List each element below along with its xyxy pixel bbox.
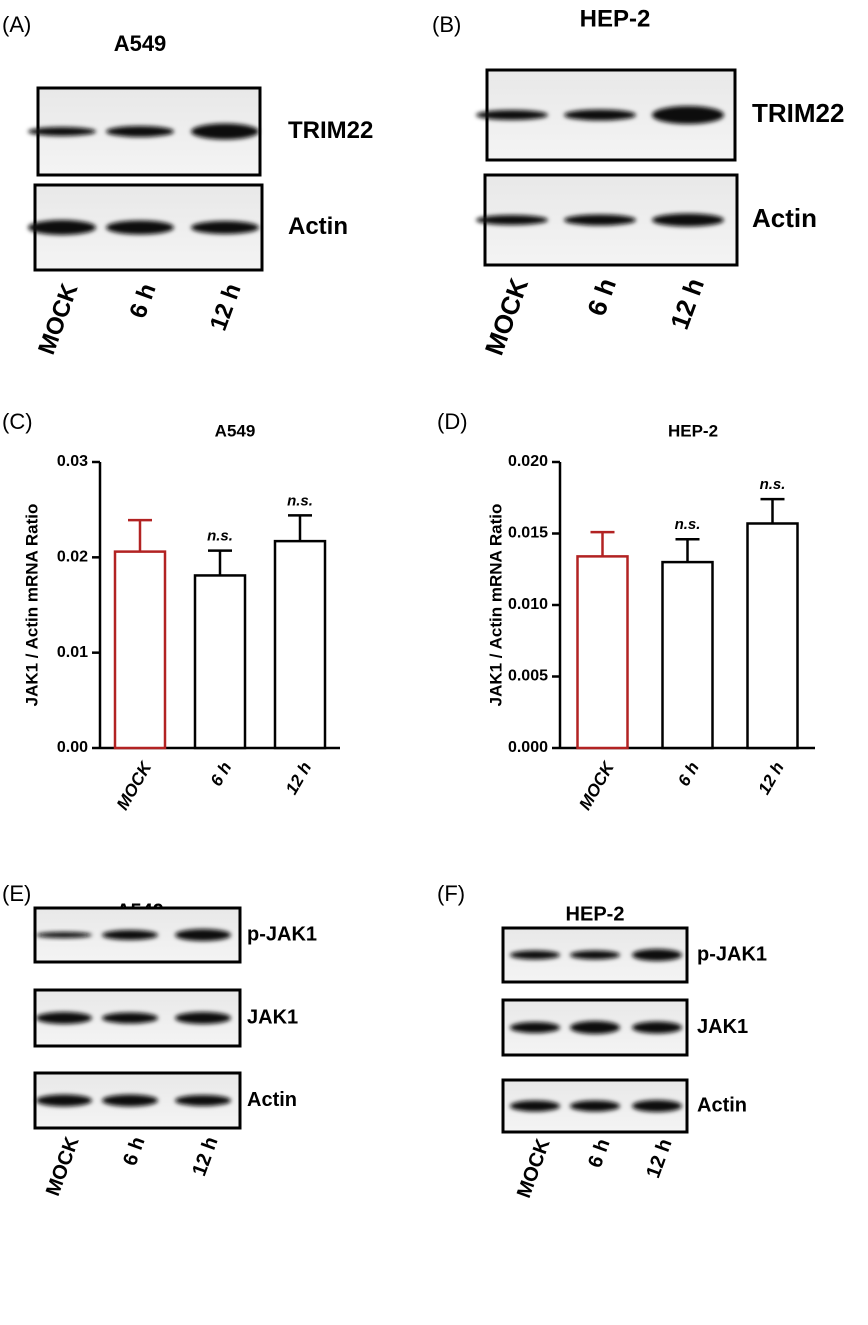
lane-label: MOCK — [479, 274, 534, 359]
band — [510, 1022, 560, 1033]
row-label: Actin — [247, 1089, 297, 1111]
band — [476, 215, 548, 225]
y-tick-label: 0.020 — [508, 453, 548, 470]
lane-label: 12 h — [664, 274, 710, 333]
panel-label: (D) — [437, 409, 468, 434]
band — [191, 123, 259, 140]
band — [175, 1012, 231, 1024]
band — [632, 1021, 682, 1034]
band — [102, 1094, 158, 1107]
band — [28, 127, 96, 136]
annotation: n.s. — [207, 528, 233, 545]
band — [570, 1100, 620, 1112]
bar — [113, 550, 167, 750]
band — [632, 1100, 682, 1112]
band — [564, 109, 636, 121]
y-tick-label: 0.005 — [508, 668, 548, 685]
band — [36, 1012, 92, 1024]
band — [652, 106, 724, 124]
panel-label: (A) — [2, 12, 31, 37]
x-tick-label: 12 h — [754, 759, 787, 798]
lane-label: 6 h — [124, 280, 161, 322]
blot-title: HEP-2 — [566, 903, 625, 925]
lane-label: MOCK — [42, 1133, 84, 1198]
row-label: TRIM22 — [288, 117, 373, 144]
bar — [273, 539, 327, 750]
bar — [746, 522, 799, 750]
lane-label: 12 h — [642, 1136, 676, 1181]
panel-label: (C) — [2, 409, 33, 434]
row-label: Actin — [752, 203, 817, 233]
lane-label: MOCK — [33, 279, 84, 358]
y-axis-label: JAK1 / Actin mRNA Ratio — [486, 504, 505, 707]
band — [510, 950, 560, 960]
annotation: n.s. — [760, 476, 786, 493]
lane-label: 6 h — [119, 1134, 150, 1169]
x-tick-label: MOCK — [575, 757, 618, 813]
band — [191, 221, 259, 234]
y-tick-label: 0.02 — [57, 549, 88, 566]
band — [102, 1012, 158, 1024]
lane-label: 12 h — [188, 1134, 222, 1179]
band — [632, 949, 682, 961]
y-axis-label: JAK1 / Actin mRNA Ratio — [22, 504, 41, 707]
band — [106, 220, 174, 235]
y-tick-label: 0.01 — [57, 644, 88, 661]
chart-title: A549 — [215, 421, 256, 440]
row-label: JAK1 — [697, 1016, 748, 1038]
bar — [193, 574, 247, 750]
blot-title: HEP-2 — [580, 5, 651, 32]
y-tick-label: 0.03 — [57, 453, 88, 470]
x-tick-label: MOCK — [113, 757, 156, 813]
lane-label: 6 h — [584, 1136, 615, 1171]
band — [106, 126, 174, 137]
y-tick-label: 0.015 — [508, 525, 548, 542]
band — [28, 220, 96, 235]
row-label: Actin — [288, 213, 348, 240]
band — [175, 1095, 231, 1106]
band — [652, 213, 724, 227]
band — [36, 1094, 92, 1107]
band — [564, 214, 636, 226]
y-tick-label: 0.00 — [57, 739, 88, 756]
band — [570, 950, 620, 960]
y-tick-label: 0.010 — [508, 596, 548, 613]
annotation: n.s. — [675, 516, 701, 533]
lane-label: MOCK — [513, 1135, 555, 1200]
annotation: n.s. — [287, 492, 313, 509]
x-tick-label: 6 h — [674, 759, 703, 790]
panel-label: (F) — [437, 881, 465, 906]
band — [36, 932, 92, 938]
lane-label: 12 h — [205, 280, 247, 334]
band — [476, 110, 548, 120]
row-label: p-JAK1 — [247, 923, 317, 945]
band — [175, 929, 231, 941]
panel-label: (B) — [432, 12, 461, 37]
band — [570, 1021, 620, 1034]
lane-label: 6 h — [581, 274, 622, 320]
x-tick-label: 6 h — [207, 759, 236, 790]
y-tick-label: 0.000 — [508, 739, 548, 756]
chart-title: HEP-2 — [668, 421, 718, 440]
x-tick-label: 12 h — [282, 759, 315, 798]
row-label: TRIM22 — [752, 98, 844, 128]
row-label: Actin — [697, 1094, 747, 1116]
band — [510, 1100, 560, 1112]
row-label: JAK1 — [247, 1006, 298, 1028]
panel-label: (E) — [2, 881, 31, 906]
band — [102, 930, 158, 940]
row-label: p-JAK1 — [697, 943, 767, 965]
blot-title: A549 — [114, 31, 167, 56]
bar — [576, 555, 629, 750]
bar — [661, 560, 714, 750]
